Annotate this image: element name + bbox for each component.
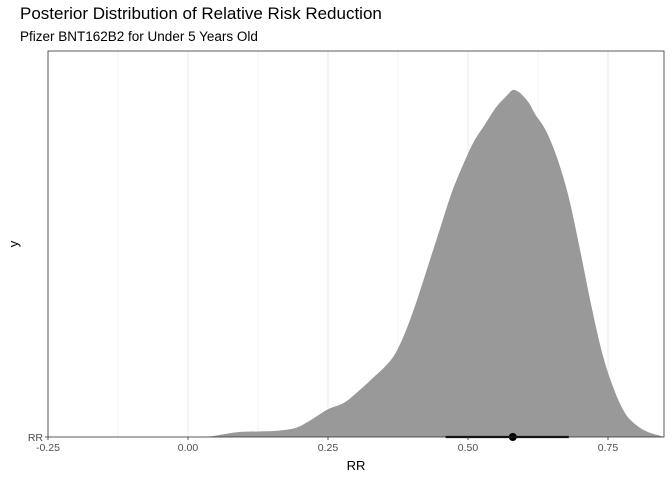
y-axis-ticks: RR <box>28 432 48 444</box>
chart-subtitle: Pfizer BNT162B2 for Under 5 Years Old <box>20 29 258 44</box>
panel-border <box>47 50 665 438</box>
x-axis-title: RR <box>347 458 366 473</box>
chart-title: Posterior Distribution of Relative Risk … <box>20 4 382 23</box>
y-axis-title: y <box>6 240 21 247</box>
x-tick-label: 0.00 <box>178 442 199 454</box>
y-tick-label: RR <box>28 432 44 444</box>
x-tick-label: 0.75 <box>598 442 619 454</box>
x-tick-label: 0.25 <box>318 442 339 454</box>
x-tick-label: -0.25 <box>36 442 60 454</box>
x-axis-ticks: -0.25 0.00 0.25 0.50 0.75 <box>36 437 618 454</box>
x-tick-label: 0.50 <box>458 442 479 454</box>
posterior-density-area <box>204 89 665 437</box>
